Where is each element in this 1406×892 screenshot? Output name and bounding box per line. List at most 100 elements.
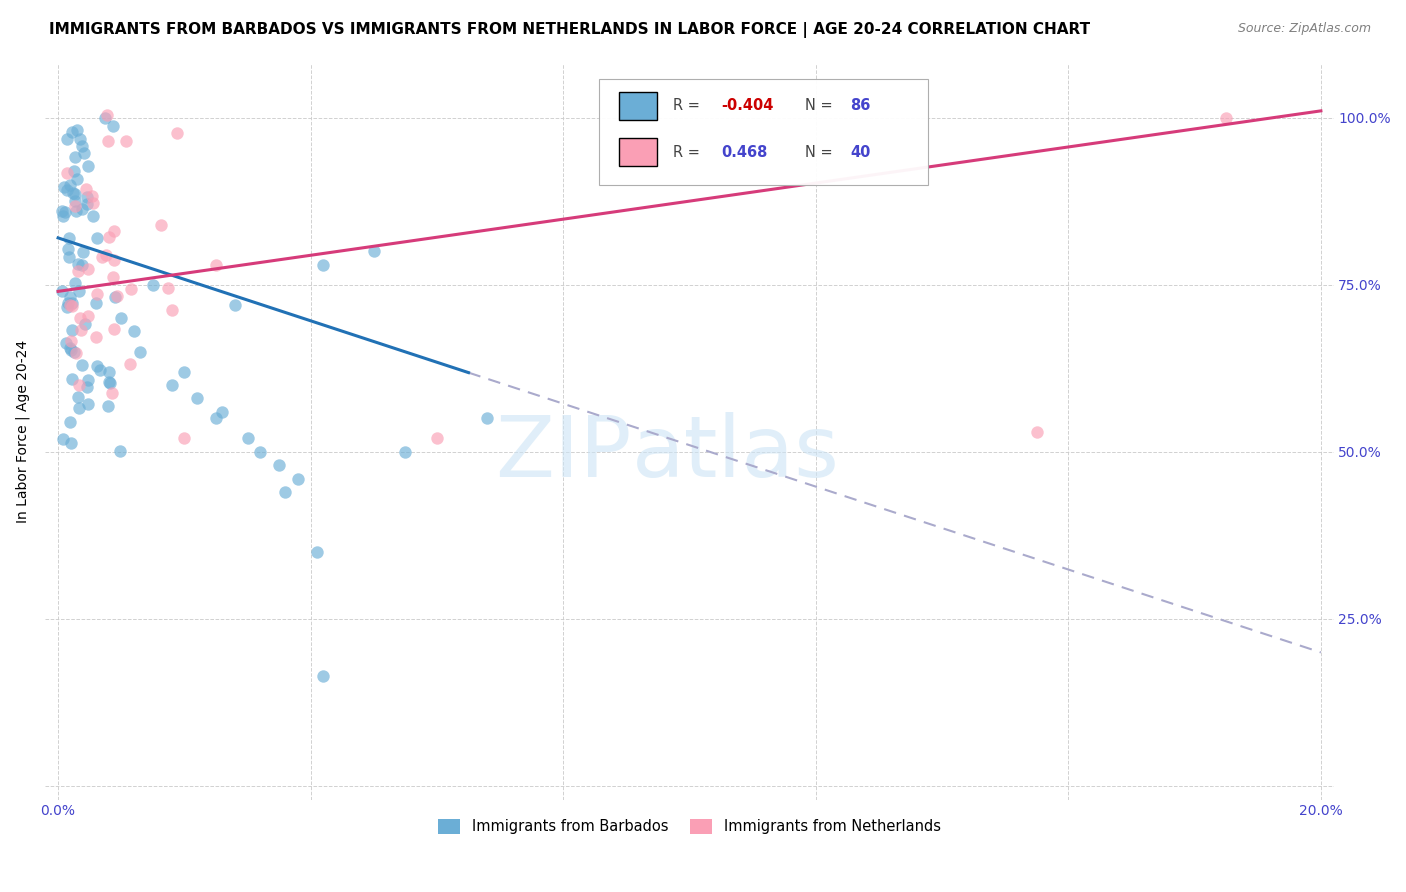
Point <box>103 322 125 336</box>
Point <box>84 329 107 343</box>
Point <box>236 432 259 446</box>
Point <box>69 323 91 337</box>
Point <box>73 146 96 161</box>
Point <box>75 182 97 196</box>
Point <box>67 257 90 271</box>
Point <box>59 290 82 304</box>
Point <box>60 299 83 313</box>
Point <box>98 365 121 379</box>
Point <box>52 433 75 447</box>
Point <box>72 244 94 259</box>
Point <box>274 485 297 500</box>
Point <box>108 443 131 458</box>
Point <box>103 119 125 133</box>
Point <box>224 298 246 312</box>
Point <box>69 311 91 326</box>
Point <box>156 281 179 295</box>
Point <box>59 341 82 355</box>
Point <box>66 122 89 136</box>
Point <box>65 203 87 218</box>
Point <box>76 373 98 387</box>
Legend: Immigrants from Barbados, Immigrants from Netherlands: Immigrants from Barbados, Immigrants fro… <box>433 813 946 840</box>
Point <box>60 296 83 310</box>
Point <box>55 183 77 197</box>
Point <box>56 132 79 146</box>
Point <box>93 111 115 125</box>
Point <box>65 346 87 360</box>
Point <box>94 248 117 262</box>
Point <box>60 323 83 337</box>
Point <box>65 186 87 201</box>
Point <box>115 134 138 148</box>
Point <box>66 264 89 278</box>
Text: R =: R = <box>672 98 704 113</box>
Point <box>160 378 183 392</box>
Point <box>59 415 82 429</box>
Point <box>58 251 80 265</box>
Point <box>86 231 108 245</box>
Point <box>287 472 309 486</box>
Point <box>70 202 93 217</box>
Point <box>100 386 122 401</box>
Point <box>76 397 98 411</box>
Point <box>53 205 76 219</box>
Point <box>96 108 118 122</box>
Text: N =: N = <box>806 98 838 113</box>
Point <box>76 196 98 211</box>
Point <box>56 242 79 256</box>
FancyBboxPatch shape <box>619 138 657 166</box>
Point <box>70 359 93 373</box>
Point <box>56 166 79 180</box>
Point <box>82 195 104 210</box>
Point <box>70 258 93 272</box>
Point <box>55 335 77 350</box>
Point <box>51 285 73 299</box>
Point <box>67 377 90 392</box>
Text: ZIP: ZIP <box>495 412 631 495</box>
Point <box>76 190 98 204</box>
Point <box>65 150 87 164</box>
Point <box>62 186 84 200</box>
Point <box>97 399 120 413</box>
Point <box>51 204 73 219</box>
Point <box>150 218 173 232</box>
Point <box>267 458 290 473</box>
Text: 0.468: 0.468 <box>721 145 768 160</box>
Point <box>86 287 108 301</box>
Point <box>60 435 83 450</box>
Point <box>59 334 82 348</box>
Point <box>103 224 125 238</box>
Point <box>120 357 142 371</box>
Point <box>80 189 103 203</box>
Point <box>67 284 90 298</box>
Point <box>98 230 121 244</box>
Point <box>205 258 228 272</box>
Point <box>166 126 188 140</box>
Point <box>62 372 84 386</box>
Point <box>59 178 82 193</box>
Point <box>89 363 111 377</box>
Point <box>129 344 152 359</box>
Point <box>63 276 86 290</box>
Point <box>62 164 84 178</box>
Point <box>59 343 82 357</box>
Point <box>101 269 124 284</box>
Point <box>86 359 108 374</box>
Point <box>59 298 82 312</box>
Point <box>77 159 100 173</box>
Point <box>160 303 183 318</box>
Point <box>98 375 121 389</box>
Point <box>173 432 195 446</box>
Point <box>305 545 328 559</box>
Point <box>86 296 108 310</box>
Point <box>63 199 86 213</box>
Point <box>67 401 90 416</box>
Point <box>82 209 104 223</box>
FancyBboxPatch shape <box>599 78 928 186</box>
Text: N =: N = <box>806 145 838 160</box>
Point <box>60 125 83 139</box>
Point <box>100 376 122 391</box>
Point <box>394 445 416 459</box>
Text: 86: 86 <box>851 98 870 113</box>
Point <box>73 317 96 331</box>
